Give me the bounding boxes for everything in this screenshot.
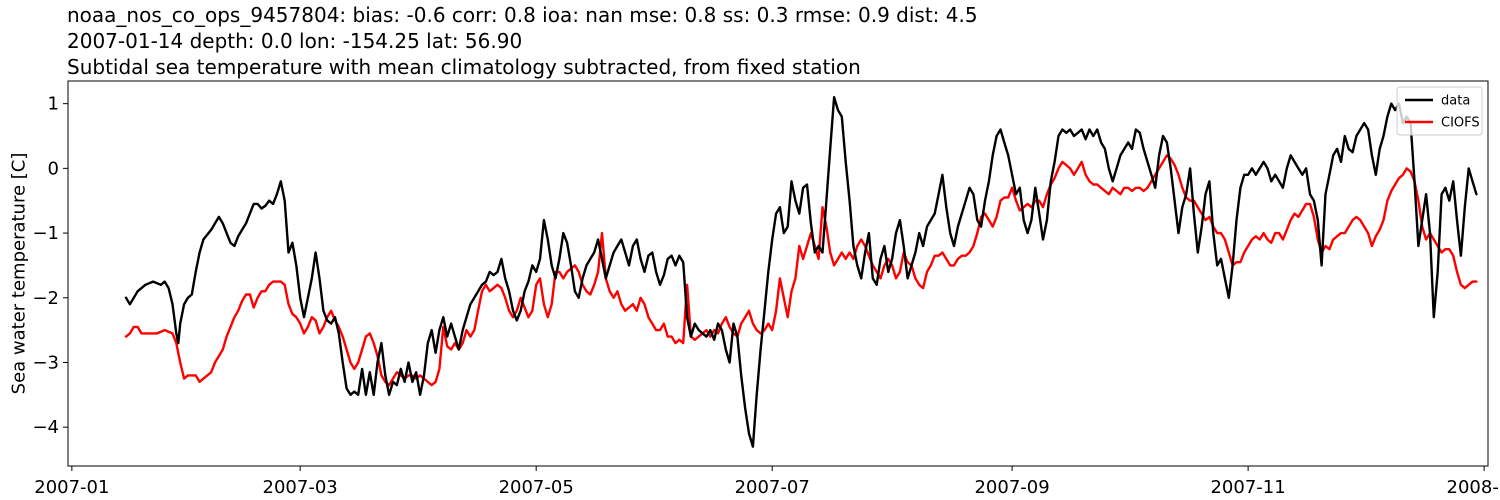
legend: data CIOFS <box>1396 86 1483 136</box>
plot-frame <box>67 80 1489 467</box>
x-axis: 2007-01 2007-03 2007-05 2007-07 2007-09 2007-… <box>34 466 1500 498</box>
x-tick-label: 2007-07 <box>735 477 810 498</box>
y-tick-label: −3 <box>32 352 59 373</box>
series-layer <box>124 96 1478 448</box>
title-line-station: 2007-01-14 depth: 0.0 lon: -154.25 lat: … <box>67 29 523 53</box>
y-tick-label: −1 <box>32 223 59 244</box>
series-line-ciofs <box>124 154 1478 387</box>
legend-label-ciofs: CIOFS <box>1441 116 1480 131</box>
x-tick-label: 2007-03 <box>263 477 338 498</box>
x-tick-label: 2007-05 <box>499 477 574 498</box>
x-tick-label: 2008-01 <box>1447 477 1500 498</box>
x-tick-label: 2007-09 <box>974 477 1049 498</box>
y-tick-label: −4 <box>32 417 59 438</box>
y-tick-label: 1 <box>48 94 59 115</box>
y-tick-label: 0 <box>48 158 59 179</box>
legend-label-data: data <box>1441 94 1470 109</box>
x-tick-label: 2007-01 <box>34 477 109 498</box>
title-line-description: Subtidal sea temperature with mean clima… <box>67 55 861 79</box>
y-axis-label: Sea water temperature [C] <box>8 153 29 395</box>
series-line-data <box>124 96 1478 448</box>
x-tick-label: 2007-11 <box>1210 477 1285 498</box>
y-tick-label: −2 <box>32 288 59 309</box>
chart-title: noaa_nos_co_ops_9457804: bias: -0.6 corr… <box>67 2 978 80</box>
y-axis: 1 0 −1 −2 −3 −4 <box>32 94 68 438</box>
title-line-stats: noaa_nos_co_ops_9457804: bias: -0.6 corr… <box>67 3 978 27</box>
